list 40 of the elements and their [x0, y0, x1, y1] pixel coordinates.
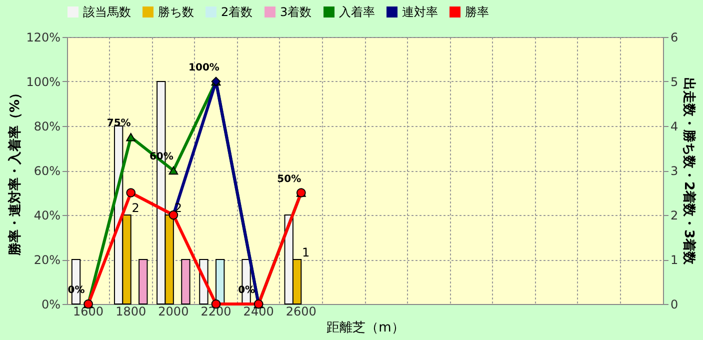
y2-tick-label: 2 — [670, 208, 678, 222]
bar — [181, 259, 190, 304]
y2-tick-label: 4 — [670, 120, 678, 134]
data-label: 1 — [302, 246, 310, 260]
x-tick-label: 2600 — [286, 304, 316, 318]
x-tick-label: 2000 — [158, 304, 189, 318]
y-tick-label: 40% — [34, 208, 60, 222]
data-label: 2 — [132, 201, 140, 215]
y-axis-title: 勝率・連対率・入着率（%） — [7, 86, 24, 257]
y-tick-label: 60% — [34, 164, 60, 178]
legend-label: 該当馬数 — [83, 5, 131, 19]
point — [126, 133, 136, 142]
y2-axis-title: 出走数・勝ち数・2着数・3着数 — [681, 77, 698, 266]
bar — [216, 259, 225, 304]
data-label: 100% — [188, 62, 220, 74]
y2-tick-label: 3 — [670, 164, 678, 178]
legend-label: 2着数 — [221, 5, 253, 19]
y-tick-label: 0% — [41, 298, 60, 312]
y-tick-label: 100% — [26, 75, 60, 89]
legend-label: 連対率 — [402, 5, 438, 19]
legend-label: 入着率 — [339, 5, 375, 19]
y-tick-label: 80% — [34, 120, 60, 134]
data-label: 75% — [106, 118, 131, 130]
point — [126, 188, 136, 198]
point — [168, 166, 178, 175]
x-tick-label: 2400 — [243, 304, 274, 318]
y-tick-label: 120% — [26, 30, 60, 44]
data-label: 50% — [277, 174, 302, 185]
legend-label: 勝率 — [465, 5, 489, 19]
y2-tick-label: 0 — [670, 298, 678, 312]
legend-label: 勝ち数 — [158, 5, 194, 19]
y2-tick-label: 6 — [670, 30, 678, 44]
bar — [138, 259, 148, 304]
x-axis-title: 距離芝（m） — [326, 320, 404, 336]
y2-tick-label: 1 — [670, 253, 678, 267]
y-tick-label: 20% — [34, 253, 60, 267]
legend-label: 3着数 — [280, 5, 312, 19]
y2-tick-label: 5 — [670, 75, 678, 89]
x-tick-label: 2200 — [200, 304, 232, 318]
x-tick-label: 1800 — [116, 304, 146, 318]
